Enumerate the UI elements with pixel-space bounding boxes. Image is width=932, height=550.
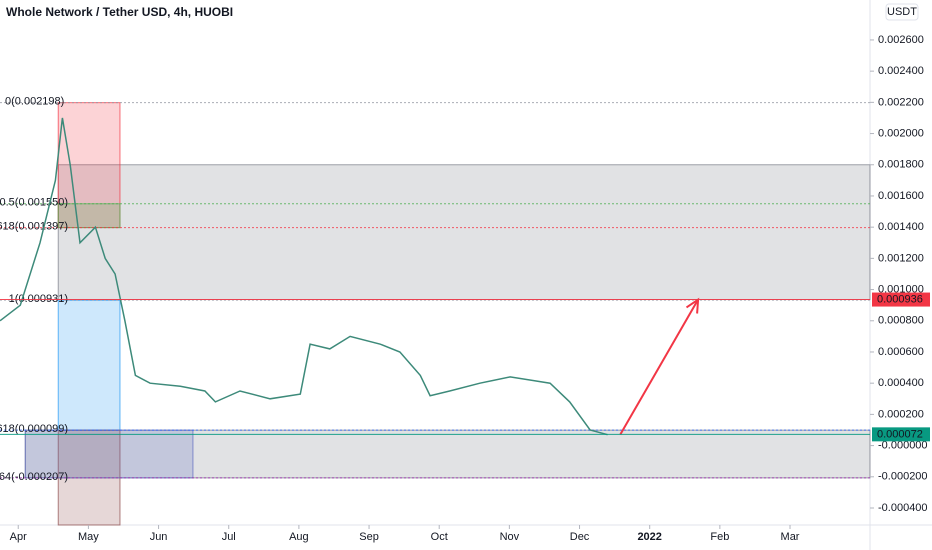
x-tick-label: Oct bbox=[431, 531, 448, 543]
chart-title: Whole Network / Tether USD, 4h, HUOBI bbox=[6, 5, 233, 19]
x-tick-label: Mar bbox=[781, 531, 800, 543]
currency-label[interactable]: USDT bbox=[887, 6, 917, 18]
x-tick-label: Jul bbox=[222, 531, 236, 543]
arrow bbox=[619, 299, 699, 436]
x-tick-label: 2022 bbox=[637, 531, 661, 543]
level-label: 0.618(0.001397) bbox=[0, 221, 68, 233]
x-tick-label: Nov bbox=[500, 531, 520, 543]
y-tick-label: 0.002000 bbox=[878, 127, 924, 139]
y-tick-label: 0.002600 bbox=[878, 34, 924, 46]
y-tick-label: -0.000000 bbox=[878, 439, 928, 451]
x-tick-label: Aug bbox=[289, 531, 309, 543]
level-label: 0.5(0.001550) bbox=[0, 197, 68, 209]
y-tick-label: 0.000200 bbox=[878, 408, 924, 420]
x-tick-label: Feb bbox=[710, 531, 729, 543]
y-tick-label: 0.000400 bbox=[878, 377, 924, 389]
price-line bbox=[0, 117, 608, 436]
y-tick-label: -0.000200 bbox=[878, 471, 928, 483]
level-label: 0(0.002198) bbox=[5, 96, 64, 108]
y-tick-label: 0.001000 bbox=[878, 283, 924, 295]
x-tick-label: May bbox=[78, 531, 99, 543]
y-tick-label: 0.002200 bbox=[878, 96, 924, 108]
x-tick-label: Sep bbox=[359, 531, 379, 543]
plot-area: 0(0.002198) 0.5(0.001550) 0.618(0.001397) 1… bbox=[0, 96, 871, 526]
x-tick-label: Apr bbox=[10, 531, 27, 543]
price-label-box bbox=[872, 292, 930, 307]
level-label: 2.364(-0.000207) bbox=[0, 471, 68, 483]
y-tick-label: -0.000400 bbox=[878, 502, 928, 514]
zone bbox=[57, 299, 121, 431]
price-label-box bbox=[872, 427, 930, 442]
zone bbox=[57, 164, 871, 301]
x-tick-label: Jun bbox=[150, 531, 168, 543]
y-tick-label: 0.002400 bbox=[878, 65, 924, 77]
y-tick-label: 0.001600 bbox=[878, 190, 924, 202]
y-tick-label: 0.000600 bbox=[878, 346, 924, 358]
y-tick-label: 0.000800 bbox=[878, 315, 924, 327]
level-label: 1.618(0.000099) bbox=[0, 423, 68, 435]
y-tick-label: 0.001200 bbox=[878, 252, 924, 264]
y-tick-label: 0.001400 bbox=[878, 221, 924, 233]
y-tick-label: 0.001800 bbox=[878, 159, 924, 171]
x-tick-label: Dec bbox=[570, 531, 590, 543]
currency-button[interactable] bbox=[885, 3, 919, 21]
price-label: 0.000936 bbox=[877, 293, 923, 305]
price-label: 0.000072 bbox=[877, 428, 923, 440]
